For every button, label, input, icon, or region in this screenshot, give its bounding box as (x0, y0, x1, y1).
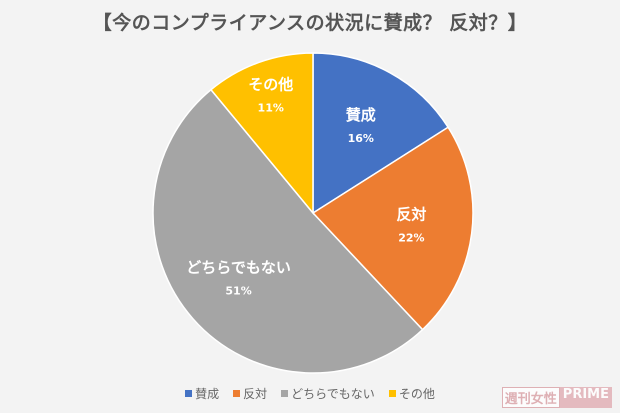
legend-item-0: 賛成 (185, 385, 219, 402)
slice-label-1: 反対 (396, 205, 426, 223)
legend-swatch (281, 390, 289, 397)
slice-label-2: どちらでもない (186, 259, 291, 277)
legend-swatch (185, 390, 193, 397)
watermark-logo: 週刊女性 PRIME (501, 387, 612, 408)
legend-label: 賛成 (195, 387, 220, 401)
pie-slice-2 (152, 88, 424, 374)
legend: 賛成 反対 どちらでもない その他 (0, 385, 620, 402)
chart-title: 【今のコンプライアンスの状況に賛成？ 反対？】 (92, 12, 528, 34)
legend-item-2: どちらでもない (281, 385, 375, 402)
legend-label: どちらでもない (291, 387, 375, 401)
slice-value-label-0: 16% (348, 132, 374, 145)
watermark-part1: 週刊女性 (501, 387, 560, 408)
legend-item-3: その他 (388, 385, 435, 402)
slice-label-3: その他 (248, 76, 293, 94)
pie-slice-1 (311, 126, 474, 331)
pie-slice-0 (312, 52, 450, 215)
legend-swatch (233, 390, 241, 397)
slice-value-label-2: 51% (225, 285, 251, 298)
legend-label: 反対 (243, 387, 268, 401)
legend-label: その他 (398, 387, 435, 401)
slice-value-label-3: 11% (258, 102, 284, 115)
slice-label-0: 賛成 (346, 106, 376, 124)
pie-slice-3 (209, 52, 314, 216)
legend-swatch (388, 390, 396, 397)
slice-value-label-1: 22% (398, 231, 424, 244)
legend-item-1: 反対 (233, 385, 267, 402)
watermark-part2: PRIME (559, 387, 612, 408)
